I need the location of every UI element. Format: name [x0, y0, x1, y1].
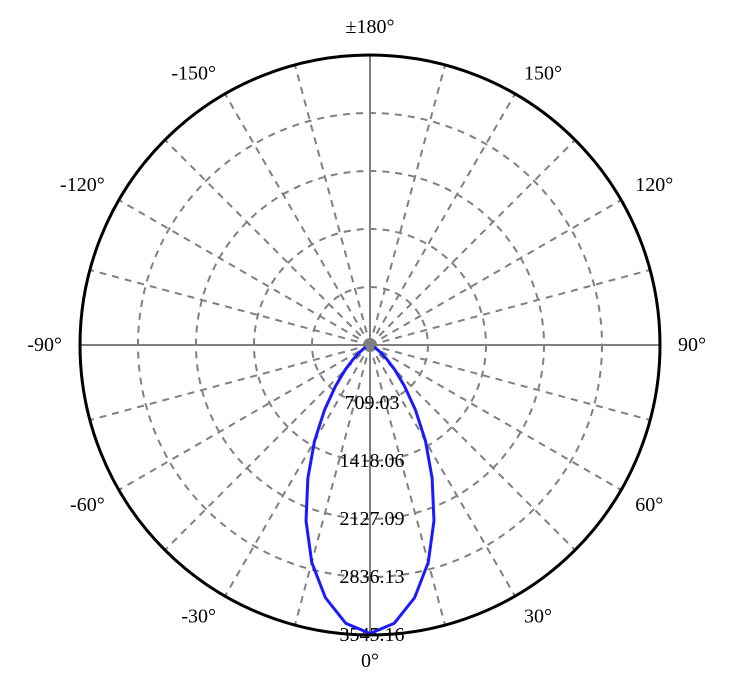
angle-label: 0°: [361, 650, 379, 672]
angle-label: 150°: [524, 63, 562, 85]
polar-chart-svg: 709.031418.062127.092836.133545.160°30°6…: [0, 0, 747, 691]
angle-label: -90°: [27, 334, 62, 356]
angle-label: -120°: [60, 174, 105, 196]
angle-label: 90°: [678, 334, 706, 356]
center-dot: [365, 340, 375, 350]
polar-chart: 709.031418.062127.092836.133545.160°30°6…: [0, 0, 747, 691]
angle-label: -30°: [181, 605, 216, 627]
angle-label: 120°: [635, 174, 673, 196]
radial-label: 2127.09: [340, 508, 405, 530]
radial-label: 2836.13: [340, 566, 405, 588]
angle-label: 60°: [635, 494, 663, 516]
radial-label: 709.03: [345, 392, 400, 414]
radial-label: 1418.06: [340, 450, 405, 472]
angle-label: 30°: [524, 605, 552, 627]
angle-label: -150°: [171, 63, 216, 85]
angle-label: ±180°: [346, 16, 395, 38]
angle-label: -60°: [70, 494, 105, 516]
